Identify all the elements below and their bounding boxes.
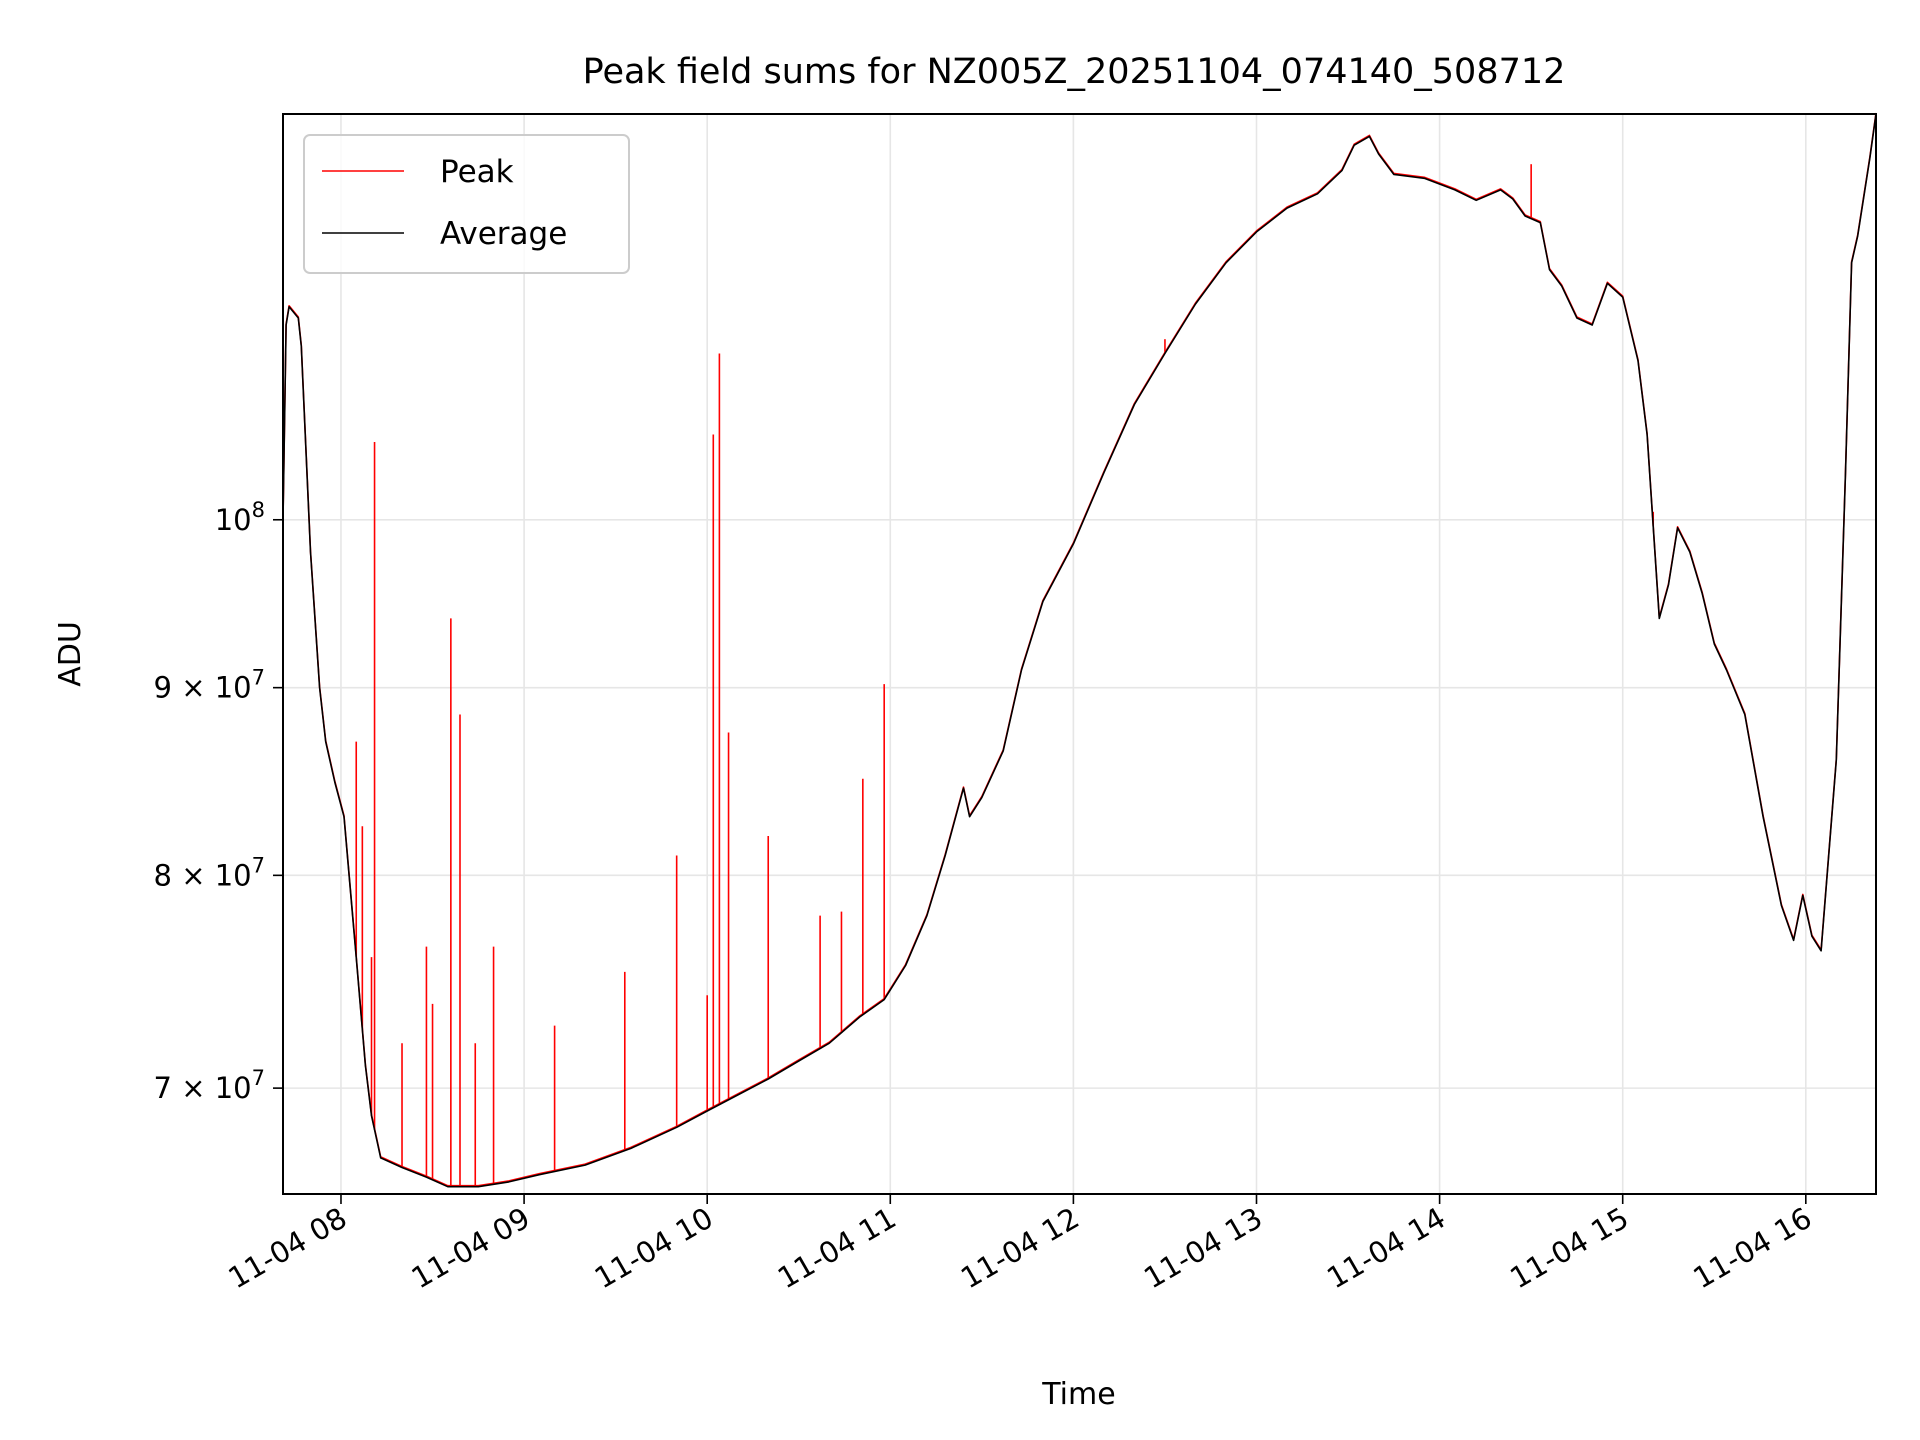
legend-label-average: Average (440, 216, 567, 252)
y-axis-label: ADU (53, 621, 88, 687)
legend-box (303, 134, 630, 274)
x-axis-label: Time (1041, 1377, 1115, 1412)
gridlines (283, 114, 1876, 1194)
plot-area (282, 112, 1877, 1188)
legend: Peak Average (303, 134, 630, 274)
series-average (282, 113, 1877, 1188)
axes-frame (282, 113, 1877, 1195)
average-line (282, 113, 1877, 1188)
y-tick-label: 7 × 107 (154, 1066, 265, 1105)
y-tick-label: 9 × 107 (154, 666, 265, 705)
legend-label-peak: Peak (440, 154, 514, 190)
chart-title: Peak field sums for NZ005Z_20251104_0741… (583, 52, 1566, 92)
y-tick-label: 8 × 107 (154, 853, 265, 892)
